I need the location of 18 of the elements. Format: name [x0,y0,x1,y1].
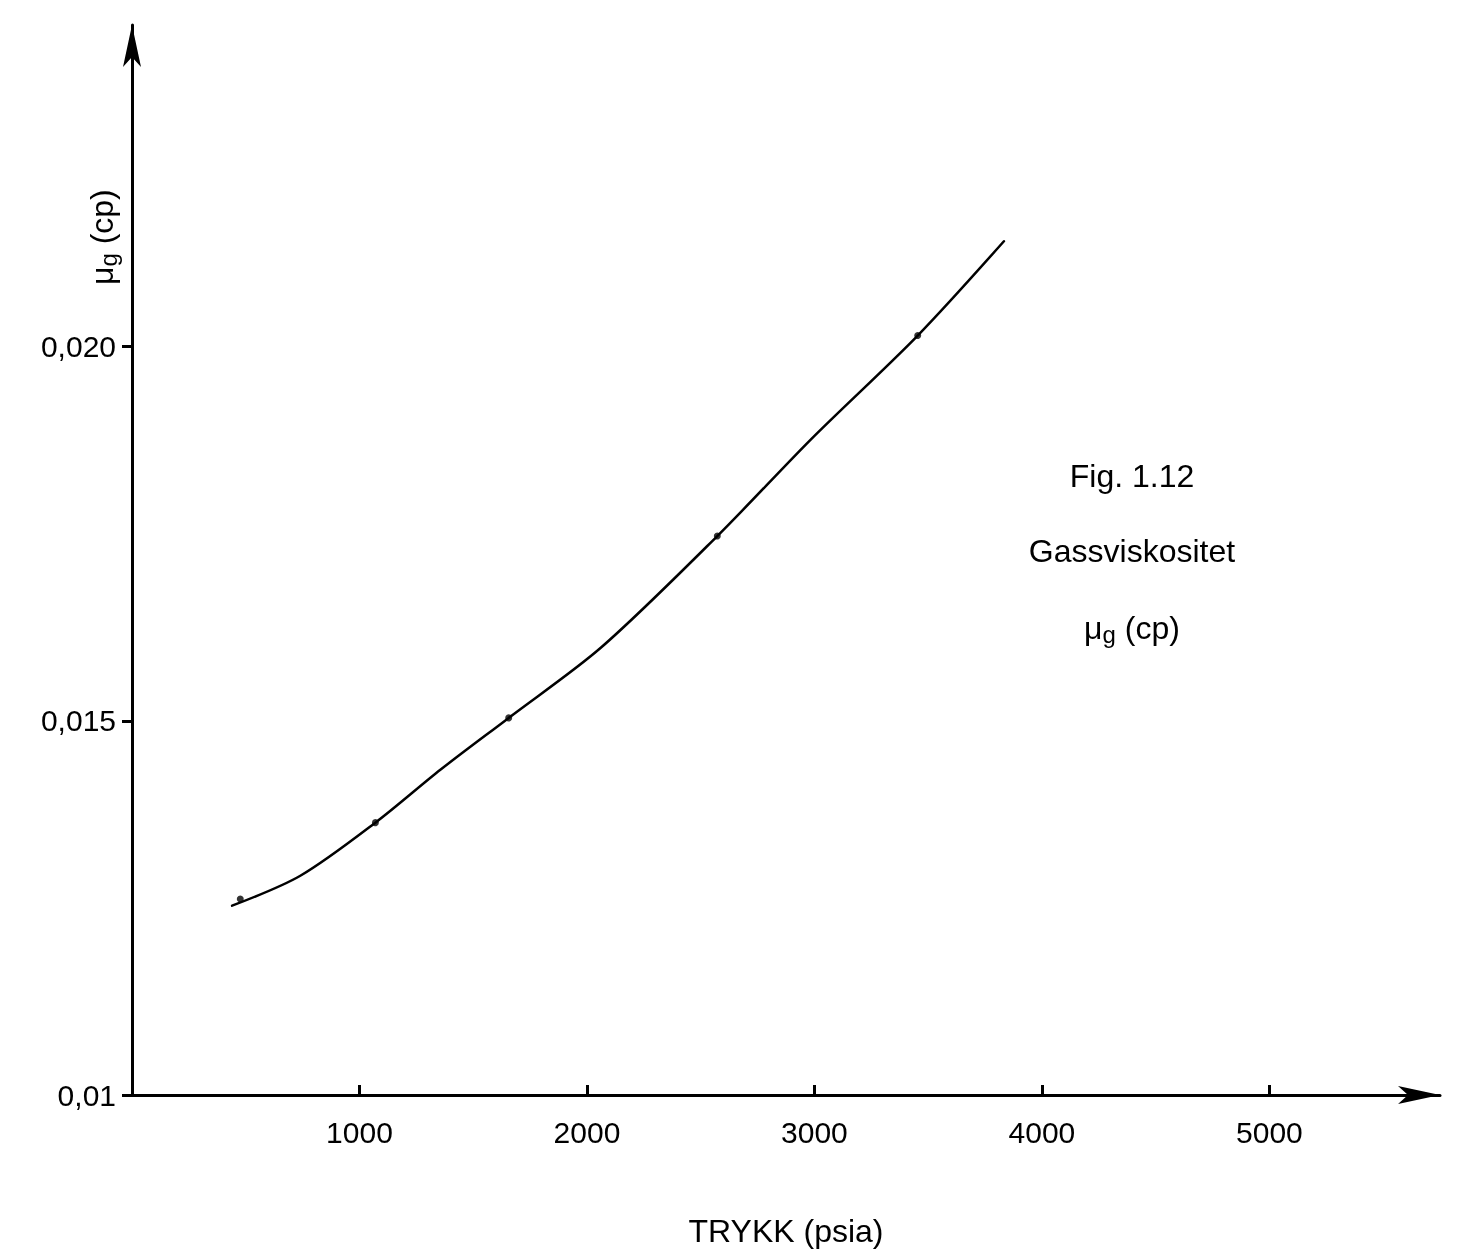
x-axis-title: TRYKK (psia) [688,1213,884,1249]
y-tick-label: 0,020 [40,330,116,364]
point [371,819,379,827]
point [236,895,244,903]
line-series [230,239,1006,907]
x-tick-label: 2000 [553,1115,621,1149]
annotation: Fig. 1.12 [1069,458,1195,494]
annotation: Gassviskositet [1028,533,1236,569]
y-tick-label: 0,01 [57,1078,116,1112]
y-axis-title: μg (cp) [84,189,122,285]
point [713,532,721,540]
point [914,332,922,340]
x-tick-label: 5000 [1236,1115,1303,1149]
point [505,714,513,722]
x-tick-label: 3000 [781,1115,848,1149]
y-tick-label: 0,015 [40,704,116,738]
x-tick-label: 1000 [326,1115,393,1149]
x-tick-label: 4000 [1008,1115,1076,1149]
